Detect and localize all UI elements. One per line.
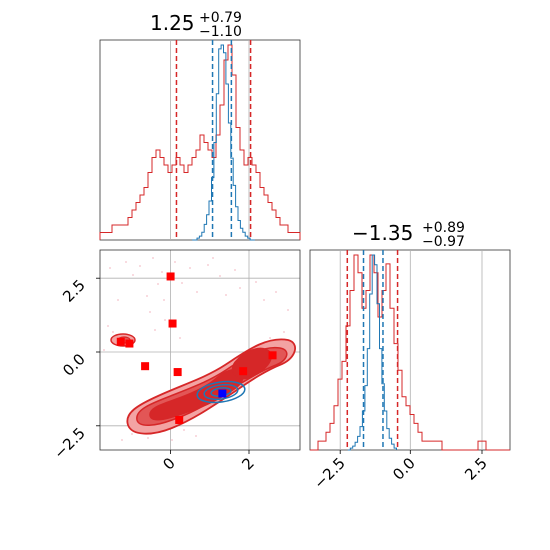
x-tick-label: 2.5 <box>461 454 491 484</box>
red-square-marker <box>168 319 177 328</box>
x-axis-ticks <box>339 450 483 454</box>
blue-square-marker <box>218 389 227 398</box>
y-tick-label: 2.5 <box>59 276 89 306</box>
quantile-lines <box>346 250 399 450</box>
x-tick-label: 0 <box>159 454 178 473</box>
marginal-histogram-y: −2.5 0.0 2.5 −1.35 +0.89 −0.97 <box>309 220 511 493</box>
y-tick-label: −2.5 <box>50 424 88 462</box>
x-axis-ticks <box>170 450 250 454</box>
contour-blue <box>196 380 246 404</box>
red-square-marker <box>173 368 182 377</box>
quantile-lines <box>175 40 252 240</box>
red-square-marker <box>268 351 277 360</box>
x-tick-label: 2 <box>238 454 257 473</box>
panel-frame <box>99 249 301 451</box>
histogram-blue <box>347 254 397 451</box>
red-square-marker <box>141 362 150 371</box>
title-minus: −0.97 <box>422 234 465 250</box>
y-axis-ticks <box>96 277 100 427</box>
title-median: −1.35 <box>352 221 413 245</box>
red-square-marker <box>116 337 125 346</box>
x-tick-label: −2.5 <box>310 454 348 492</box>
histogram-red <box>310 254 510 451</box>
red-square-marker <box>175 416 184 424</box>
y-tick-label: 0.0 <box>59 350 89 380</box>
histogram-red <box>99 44 301 240</box>
histogram-series <box>99 44 301 241</box>
title-minus: −1.10 <box>199 24 242 40</box>
red-square-marker <box>125 339 134 348</box>
title-plus: +0.79 <box>199 10 242 26</box>
histogram-blue <box>192 44 255 241</box>
histogram-series <box>310 254 510 451</box>
marginal-histogram-x: 1.25 +0.79 −1.10 <box>99 10 301 241</box>
truth-markers <box>116 272 277 424</box>
panel-frame <box>99 39 301 241</box>
x-tick-label: 0.0 <box>389 454 419 484</box>
joint-contour-panel: 2.5 0.0 −2.5 0 2 <box>50 249 301 474</box>
red-square-marker <box>166 272 175 281</box>
red-square-marker <box>239 367 248 376</box>
title-plus: +0.89 <box>422 220 465 236</box>
title-median: 1.25 <box>150 11 195 35</box>
